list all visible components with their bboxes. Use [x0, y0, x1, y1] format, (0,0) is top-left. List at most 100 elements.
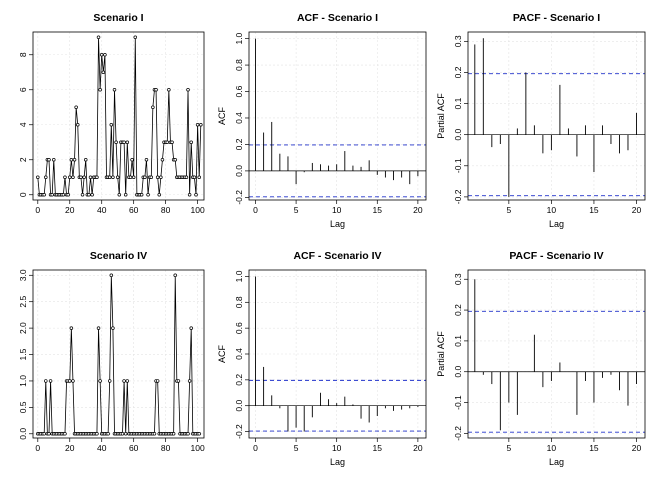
y-tick-label: 0.4: [234, 112, 244, 124]
y-tick-label: 0.1: [453, 97, 463, 109]
data-point: [101, 70, 106, 74]
data-point: [42, 432, 46, 436]
x-axis-label: Lag: [330, 457, 345, 467]
x-axis-label: Lag: [549, 219, 564, 229]
data-point: [157, 193, 162, 197]
data-point: [125, 379, 130, 383]
data-point: [146, 193, 150, 197]
y-tick-label: 0.6: [234, 85, 244, 97]
y-tick-label: 0.0: [234, 400, 244, 412]
y-tick-label: 0: [18, 192, 28, 197]
x-tick-label: 5: [294, 443, 299, 453]
x-tick-label: 0: [253, 205, 258, 215]
y-tick-label: 0.3: [453, 35, 463, 47]
x-axis-label: Lag: [549, 457, 564, 467]
plot-frame: [32, 269, 205, 439]
x-tick-label: 20: [632, 205, 642, 215]
y-tick-label: -0.2: [453, 426, 463, 441]
chart-title: Scenario I: [93, 12, 143, 24]
panel-5: ACF - Scenario IV 0 5 10 15 20 -0.2 0.0 0.2 0.4 0.…: [217, 250, 427, 467]
x-tick-label: 0: [253, 443, 258, 453]
data-point: [167, 87, 171, 92]
y-tick-label: 1.0: [234, 32, 244, 44]
y-tick-label: 6: [18, 87, 28, 92]
y-tick-label: 0.6: [234, 322, 244, 334]
data-point: [98, 87, 102, 92]
data-point: [71, 175, 75, 180]
data-point: [87, 193, 91, 197]
data-point: [83, 158, 88, 162]
y-tick-label: 0.3: [453, 273, 463, 285]
data-point: [189, 326, 193, 330]
panel-1: Scenario I 0 20 40 60 80 100 0 2 4 6 8: [18, 12, 205, 215]
y-tick-label: 0.0: [453, 128, 463, 140]
y-tick-label: -0.2: [453, 189, 463, 204]
data-point: [128, 175, 133, 180]
y-tick-label: 0.8: [234, 296, 244, 308]
data-point: [111, 326, 115, 330]
y-tick-label: 1.0: [18, 375, 28, 387]
x-axis-label: Lag: [330, 219, 345, 229]
y-tick-label: 0.8: [234, 59, 244, 71]
data-point: [107, 175, 112, 180]
data-point: [120, 432, 125, 436]
chart-title: PACF - Scenario IV: [509, 250, 603, 262]
y-tick-label: 1.5: [18, 348, 28, 360]
chart-title: ACF - Scenario IV: [293, 250, 381, 262]
data-point: [63, 175, 67, 180]
data-point: [199, 122, 203, 127]
data-point: [69, 158, 74, 162]
data-point: [63, 432, 67, 436]
x-tick-label: 15: [373, 205, 383, 215]
data-point: [68, 379, 72, 383]
data-point: [42, 193, 46, 197]
panel-2: ACF - Scenario I 0 5 10 15 20 -0.2 0.0 0.2 0.4 0.6…: [217, 12, 427, 229]
data-point: [95, 432, 99, 436]
data-point: [74, 105, 78, 109]
data-point: [194, 193, 198, 197]
data-point: [109, 122, 114, 127]
data-point: [88, 175, 93, 180]
series-line: [37, 37, 202, 196]
data-point: [189, 140, 193, 145]
x-tick-label: 80: [161, 443, 171, 453]
x-tick-label: 60: [129, 205, 139, 215]
data-point: [149, 175, 154, 180]
data-point: [72, 158, 77, 162]
data-point: [165, 140, 169, 145]
data-point: [98, 379, 102, 383]
x-tick-label: 20: [413, 205, 423, 215]
data-point: [68, 175, 72, 180]
data-point: [186, 87, 190, 92]
data-point: [122, 379, 126, 383]
data-point: [131, 175, 136, 180]
y-axis-label: ACF: [217, 344, 227, 363]
data-point: [52, 158, 56, 162]
data-point: [112, 87, 117, 92]
data-point: [155, 175, 160, 180]
y-tick-label: 0.2: [453, 66, 463, 78]
data-point: [103, 52, 107, 57]
y-tick-label: 0.2: [234, 138, 244, 150]
x-tick-label: 0: [35, 205, 40, 215]
data-point: [139, 193, 144, 197]
data-point: [173, 158, 177, 162]
x-tick-label: 20: [65, 205, 75, 215]
x-tick-label: 10: [547, 205, 557, 215]
x-tick-label: 40: [97, 443, 107, 453]
chart-title: Scenario IV: [90, 250, 147, 262]
y-axis-label: ACF: [217, 106, 227, 125]
x-tick-label: 100: [191, 205, 205, 215]
data-point: [61, 193, 66, 197]
data-point: [143, 175, 147, 180]
plot-frame: [467, 269, 646, 439]
x-tick-label: 5: [506, 205, 511, 215]
data-point: [122, 140, 126, 145]
data-point: [96, 326, 101, 330]
data-point: [123, 432, 128, 436]
x-tick-label: 5: [294, 205, 299, 215]
x-tick-label: 5: [506, 443, 511, 453]
data-point: [130, 158, 134, 162]
data-point: [114, 140, 118, 145]
data-point: [171, 432, 176, 436]
